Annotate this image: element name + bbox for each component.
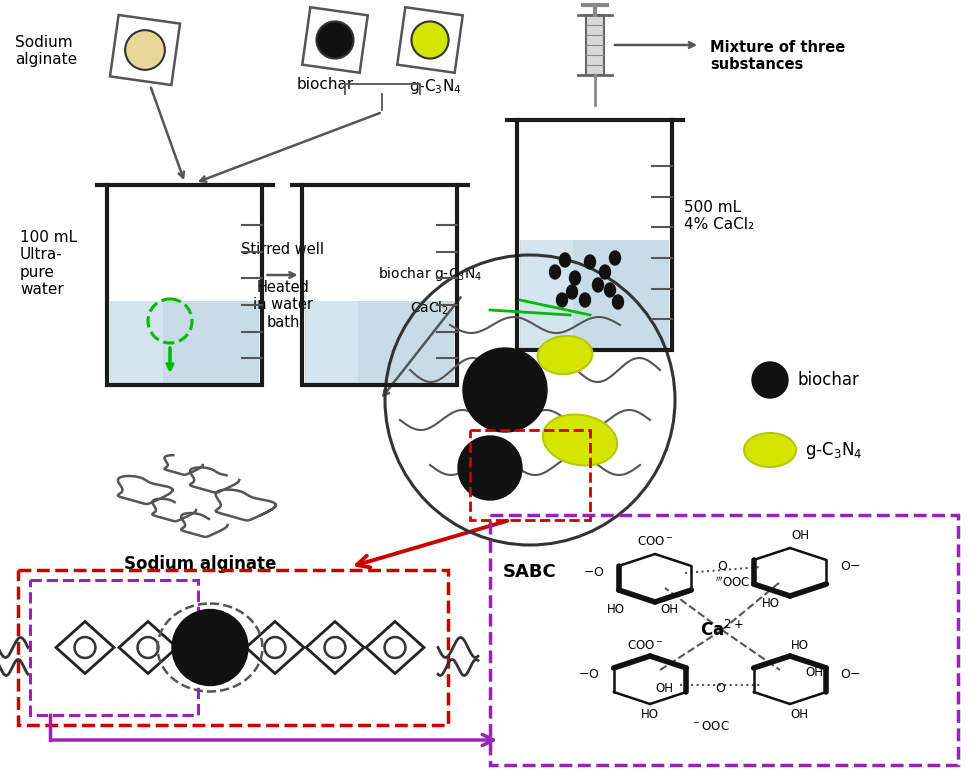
FancyBboxPatch shape	[302, 7, 368, 73]
Text: O$-$: O$-$	[839, 668, 860, 682]
Text: $-$O: $-$O	[578, 668, 600, 682]
Bar	[521, 240, 572, 350]
Text: HO: HO	[606, 603, 624, 616]
Text: $^-$OOC: $^-$OOC	[690, 720, 729, 733]
Ellipse shape	[743, 433, 795, 467]
Text: SABC: SABC	[503, 563, 556, 581]
Text: HO: HO	[790, 639, 808, 652]
Text: O: O	[717, 560, 727, 573]
Ellipse shape	[592, 278, 602, 292]
Text: Ca$^{2+}$: Ca$^{2+}$	[699, 620, 743, 640]
Ellipse shape	[556, 293, 567, 307]
FancyBboxPatch shape	[397, 7, 463, 73]
Text: COO$^-$: COO$^-$	[626, 639, 662, 652]
Ellipse shape	[549, 265, 560, 279]
Text: g-C$_3$N$_4$: g-C$_3$N$_4$	[804, 440, 862, 461]
Ellipse shape	[603, 283, 615, 297]
Bar	[490, 515, 957, 765]
Ellipse shape	[537, 336, 592, 374]
Text: Heated
in water
bath: Heated in water bath	[252, 280, 313, 330]
Circle shape	[411, 22, 448, 58]
Text: OH: OH	[659, 603, 678, 616]
Ellipse shape	[599, 265, 610, 279]
FancyBboxPatch shape	[110, 15, 180, 85]
Circle shape	[751, 362, 787, 398]
Text: OH: OH	[654, 682, 672, 695]
Circle shape	[125, 30, 164, 70]
Bar	[586, 15, 603, 75]
Bar	[520, 240, 669, 350]
Text: biochar: biochar	[797, 371, 859, 389]
Text: biochar g-C$_3$N$_4$: biochar g-C$_3$N$_4$	[378, 265, 482, 283]
Text: Mixture of three
substances: Mixture of three substances	[709, 40, 844, 72]
Ellipse shape	[584, 255, 595, 269]
Ellipse shape	[612, 295, 623, 309]
Circle shape	[463, 348, 547, 432]
Text: COO$^-$: COO$^-$	[636, 535, 673, 548]
Bar	[306, 301, 358, 385]
Ellipse shape	[569, 271, 580, 285]
Text: HO: HO	[761, 597, 779, 610]
Ellipse shape	[566, 285, 577, 299]
Bar	[469, 430, 590, 520]
Text: 100 mL
Ultra-
pure
water: 100 mL Ultra- pure water	[20, 230, 77, 297]
Circle shape	[458, 436, 521, 500]
Text: OH: OH	[804, 665, 822, 678]
Text: g-C$_3$N$_4$: g-C$_3$N$_4$	[408, 77, 461, 96]
Text: Sodium
alginate: Sodium alginate	[15, 35, 77, 68]
Bar	[111, 301, 259, 385]
Text: $^{\prime\prime\prime}$OOC: $^{\prime\prime\prime}$OOC	[714, 576, 749, 591]
Text: OH: OH	[789, 708, 807, 721]
Bar	[18, 570, 448, 725]
Ellipse shape	[542, 415, 616, 465]
Circle shape	[172, 609, 247, 685]
Text: CaCl$_2$: CaCl$_2$	[410, 300, 449, 317]
Text: OH: OH	[790, 529, 808, 542]
Text: HO: HO	[641, 708, 658, 721]
Ellipse shape	[559, 253, 570, 267]
Text: Sodium alginate: Sodium alginate	[123, 555, 276, 573]
Bar	[111, 301, 162, 385]
Ellipse shape	[609, 251, 620, 265]
Text: Stirred well: Stirred well	[242, 242, 324, 257]
Text: O: O	[714, 682, 724, 695]
Bar	[30, 580, 198, 715]
Ellipse shape	[579, 293, 590, 307]
Text: biochar: biochar	[296, 77, 353, 92]
Text: $-$O: $-$O	[583, 566, 604, 580]
Circle shape	[316, 22, 353, 58]
Bar	[305, 301, 454, 385]
Text: O$-$: O$-$	[839, 560, 860, 573]
Text: 500 mL
4% CaCl₂: 500 mL 4% CaCl₂	[684, 200, 754, 233]
